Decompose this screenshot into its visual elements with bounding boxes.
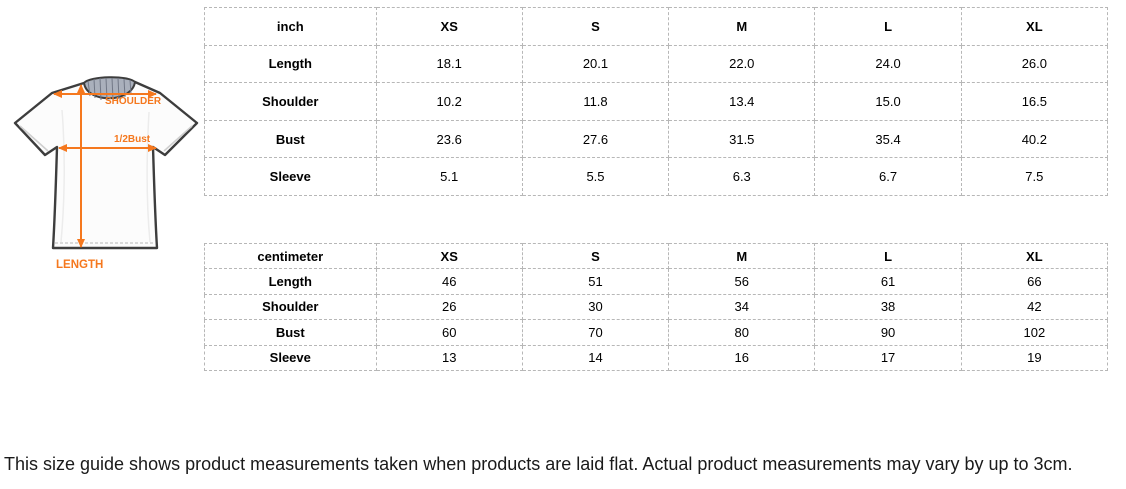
- measurement-value: 30: [521, 293, 670, 321]
- size-guide-note: This size guide shows product measuremen…: [4, 454, 1073, 474]
- measurement-value: 35.4: [814, 119, 962, 159]
- size-header-l: L: [814, 7, 962, 46]
- measurement-value: 24.0: [814, 44, 962, 84]
- size-table-inch: inch XS S M L XL Length 18.1 20.1 22.0 24.0 26.0 Sho…: [204, 7, 1109, 196]
- measurement-value: 13.4: [668, 82, 816, 121]
- measurement-value: 11.8: [521, 82, 670, 121]
- measurement-value: 102: [960, 319, 1109, 346]
- measurement-value: 17: [814, 344, 962, 371]
- measurement-value: 31.5: [668, 119, 816, 159]
- size-table-centimeter: centimeter XS S M L XL Length 46 51 56 61 66 Shoulde…: [204, 242, 1109, 371]
- measurement-value: 19: [960, 344, 1109, 371]
- measurement-value: 20.1: [521, 44, 670, 84]
- measurement-value: 42: [960, 293, 1109, 321]
- measurement-value: 26.0: [960, 44, 1109, 84]
- size-header-s: S: [521, 242, 670, 270]
- size-header-s: S: [521, 7, 670, 46]
- measurement-label: Bust: [204, 119, 377, 159]
- measurement-label: Shoulder: [204, 293, 377, 321]
- measurement-row: Bust 60 70 80 90 102: [204, 319, 1109, 346]
- size-header-m: M: [668, 242, 816, 270]
- measurement-value: 70: [521, 319, 670, 346]
- measurement-label: Length: [204, 268, 377, 295]
- measurement-value: 18.1: [375, 44, 523, 84]
- measurement-value: 56: [668, 268, 816, 295]
- measurement-value: 7.5: [960, 157, 1109, 196]
- measurement-label: Shoulder: [204, 82, 377, 121]
- bust-arrow-label: 1/2Bust: [114, 134, 151, 145]
- size-header-m: M: [668, 7, 816, 46]
- unit-header: centimeter: [204, 242, 377, 270]
- size-header-xl: XL: [960, 7, 1109, 46]
- measurement-label: Length: [204, 44, 377, 84]
- fold-line-right: [146, 111, 151, 243]
- left-sleeve-stitch: [19, 125, 49, 152]
- measurement-value: 14: [521, 344, 670, 371]
- measurement-value: 46: [375, 268, 523, 295]
- measurement-row: Sleeve 5.1 5.5 6.3 6.7 7.5: [204, 157, 1109, 196]
- measurement-row: Bust 23.6 27.6 31.5 35.4 40.2: [204, 119, 1109, 159]
- measurement-value: 51: [521, 268, 670, 295]
- measurement-value: 22.0: [668, 44, 816, 84]
- size-table-header-row: inch XS S M L XL: [204, 7, 1109, 46]
- measurement-value: 16: [668, 344, 816, 371]
- measurement-value: 27.6: [521, 119, 670, 159]
- measurement-value: 61: [814, 268, 962, 295]
- measurement-value: 40.2: [960, 119, 1109, 159]
- measurement-row: Shoulder 26 30 34 38 42: [204, 293, 1109, 321]
- size-header-xl: XL: [960, 242, 1109, 270]
- measurement-value: 15.0: [814, 82, 962, 121]
- right-sleeve-stitch: [163, 125, 193, 152]
- size-header-xs: XS: [375, 7, 523, 46]
- measurement-label: Sleeve: [204, 344, 377, 371]
- measurement-row: Length 46 51 56 61 66: [204, 268, 1109, 295]
- size-table-header-row: centimeter XS S M L XL: [204, 242, 1109, 270]
- measurement-row: Sleeve 13 14 16 17 19: [204, 344, 1109, 371]
- measurement-value: 38: [814, 293, 962, 321]
- measurement-value: 10.2: [375, 82, 523, 121]
- measurement-value: 80: [668, 319, 816, 346]
- measurement-label: Sleeve: [204, 157, 377, 196]
- measurement-row: Shoulder 10.2 11.8 13.4 15.0 16.5: [204, 82, 1109, 121]
- size-header-l: L: [814, 242, 962, 270]
- measurement-value: 60: [375, 319, 523, 346]
- measurement-value: 23.6: [375, 119, 523, 159]
- tshirt-svg: SHOULDER 1/2Bust LENGTH: [13, 76, 199, 271]
- unit-header: inch: [204, 7, 377, 46]
- measurement-value: 13: [375, 344, 523, 371]
- measurement-value: 6.7: [814, 157, 962, 196]
- shoulder-arrow-label: SHOULDER: [105, 96, 162, 107]
- tshirt-diagram: SHOULDER 1/2Bust LENGTH: [6, 70, 206, 275]
- measurement-value: 34: [668, 293, 816, 321]
- measurement-value: 66: [960, 268, 1109, 295]
- measurement-value: 6.3: [668, 157, 816, 196]
- measurement-label: Bust: [204, 319, 377, 346]
- measurement-row: Length 18.1 20.1 22.0 24.0 26.0: [204, 44, 1109, 84]
- measurement-value: 16.5: [960, 82, 1109, 121]
- measurement-value: 90: [814, 319, 962, 346]
- measurement-value: 5.1: [375, 157, 523, 196]
- measurement-value: 26: [375, 293, 523, 321]
- fold-line-left: [60, 109, 65, 243]
- measurement-value: 5.5: [521, 157, 670, 196]
- size-header-xs: XS: [375, 242, 523, 270]
- length-arrow-label: LENGTH: [56, 259, 103, 271]
